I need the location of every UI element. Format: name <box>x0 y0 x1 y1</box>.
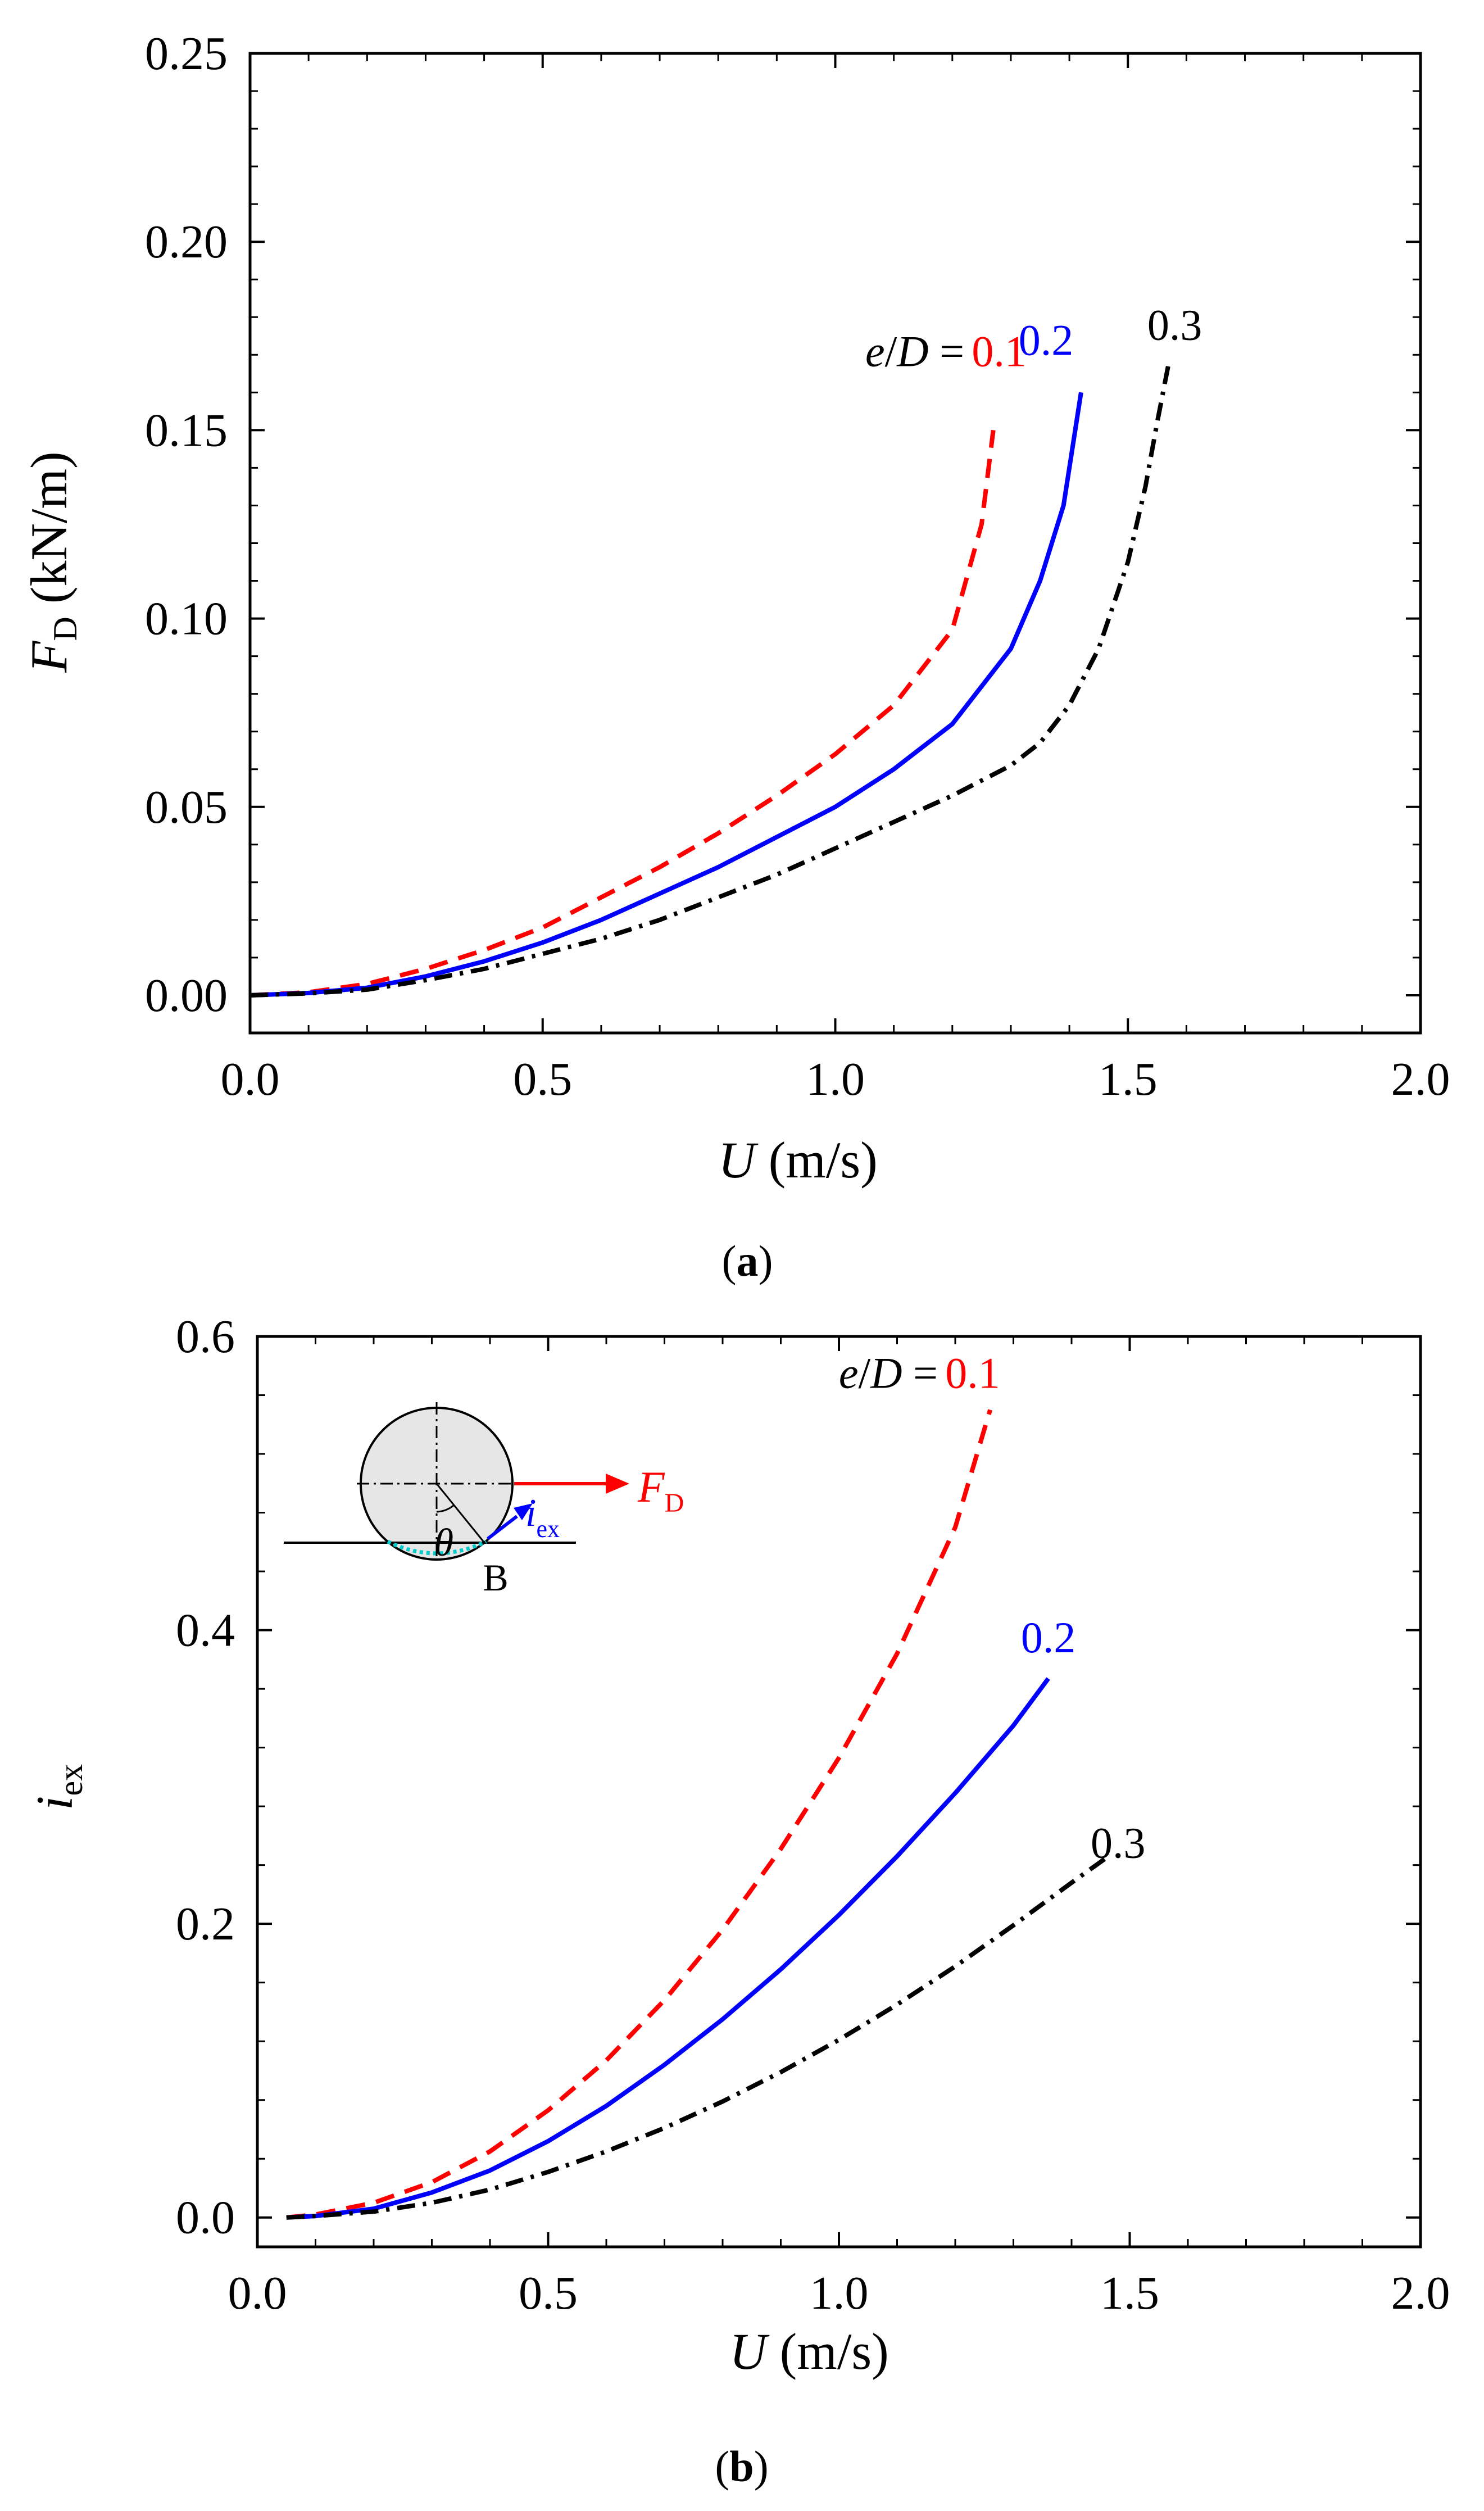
y-tick-label: 0.05 <box>145 781 228 833</box>
panel-a-plot-frame <box>248 52 1422 1035</box>
x-tick-label: 1.0 <box>810 2267 869 2319</box>
panel-a-x-tick-labels: 0.0 0.5 1.0 1.5 2.0 <box>221 1053 1450 1105</box>
y-tick-label: 0.4 <box>176 1604 235 1657</box>
panel-b-y-axis-label: iex <box>26 1764 89 1810</box>
panel-b-inset-schematic: θ B FD iex <box>284 1402 684 1599</box>
series-line-ed-0-1 <box>249 429 996 998</box>
drag-force-label: FD <box>637 1462 684 1518</box>
y-tick-label: 0.6 <box>176 1311 235 1363</box>
x-tick-label: 0.5 <box>513 1053 572 1105</box>
panel-a-chart: 0.0 0.5 1.0 1.5 2.0 0.00 0.05 0.10 0.15 0.20 0.25… <box>20 28 1450 1285</box>
point-b-label: B <box>483 1556 508 1599</box>
theta-label: θ <box>434 1521 453 1565</box>
panel-b-caption: (b) <box>715 2442 768 2491</box>
drag-force-arrowhead <box>606 1474 629 1494</box>
series-label-ed-0-3: 0.3 <box>1091 1819 1146 1868</box>
panel-b-chart: 0.0 0.5 1.0 1.5 2.0 0.0 0.2 0.4 0.6 0.1e/D = 0.… <box>26 1311 1450 2491</box>
y-tick-label: 0.2 <box>176 1898 235 1950</box>
series-label-ed-0-1: 0.1 <box>972 327 1027 375</box>
y-tick-label: 0.25 <box>145 28 228 80</box>
seepage-arrow-shaft <box>487 1515 518 1540</box>
series-line-ed-0-3 <box>249 361 1172 998</box>
angle-arc <box>436 1504 455 1513</box>
seepage-arrowhead <box>514 1503 533 1520</box>
x-tick-label: 0.0 <box>228 2267 287 2319</box>
series-line-ed-0-2 <box>286 1677 1050 2220</box>
panel-a-series <box>249 361 1172 998</box>
panel-b-series-labels: 0.1e/D = 0.2 0.3 <box>839 1348 1146 1867</box>
series-line-ed-0-1 <box>286 1409 992 2220</box>
panel-a-x-axis-label: U (m/s) <box>718 1131 878 1189</box>
x-tick-label: 1.5 <box>1100 2267 1159 2319</box>
panel-b-x-axis-label: U (m/s) <box>729 2323 889 2380</box>
x-tick-label: 2.0 <box>1391 2267 1450 2319</box>
legend-prefix-e-over-d: e/D = <box>865 327 964 375</box>
x-tick-label: 0.0 <box>221 1053 280 1105</box>
x-tick-label: 1.5 <box>1099 1053 1158 1105</box>
y-tick-label: 0.15 <box>145 404 228 456</box>
panel-b-plot-frame <box>256 1335 1422 2249</box>
seepage-gradient-label: iex <box>525 1492 560 1543</box>
panel-b-series <box>286 1409 1108 2220</box>
panel-a-y-tick-labels: 0.00 0.05 0.10 0.15 0.20 0.25 <box>145 28 228 1022</box>
panel-b-y-tick-labels: 0.0 0.2 0.4 0.6 <box>176 1311 235 2244</box>
series-line-ed-0-3 <box>286 1856 1108 2220</box>
y-tick-label: 0.10 <box>145 593 228 645</box>
panel-b-x-tick-labels: 0.0 0.5 1.0 1.5 2.0 <box>228 2267 1450 2319</box>
legend-prefix-e-over-d: e/D = <box>839 1348 938 1397</box>
panel-a-series-labels: 0.1e/D = 0.2 0.3 <box>865 300 1202 375</box>
series-label-ed-0-1: 0.1 <box>945 1348 1000 1397</box>
x-tick-label: 2.0 <box>1391 1053 1450 1105</box>
panel-a-y-axis-label: FD (kN/m) <box>20 451 84 673</box>
y-tick-label: 0.20 <box>145 216 228 268</box>
series-label-ed-0-2: 0.2 <box>1021 1613 1076 1662</box>
y-tick-label: 0.00 <box>145 969 228 1022</box>
y-tick-label: 0.0 <box>176 2192 235 2244</box>
series-line-ed-0-2 <box>249 392 1083 998</box>
panel-a-caption: (a) <box>722 1236 773 1285</box>
series-label-ed-0-3: 0.3 <box>1147 300 1202 349</box>
series-label-ed-0-2: 0.2 <box>1019 315 1074 364</box>
x-tick-label: 1.0 <box>806 1053 865 1105</box>
radius-to-b-line <box>435 1483 485 1543</box>
scour-zone-arc <box>387 1539 487 1556</box>
x-tick-label: 0.5 <box>519 2267 578 2319</box>
